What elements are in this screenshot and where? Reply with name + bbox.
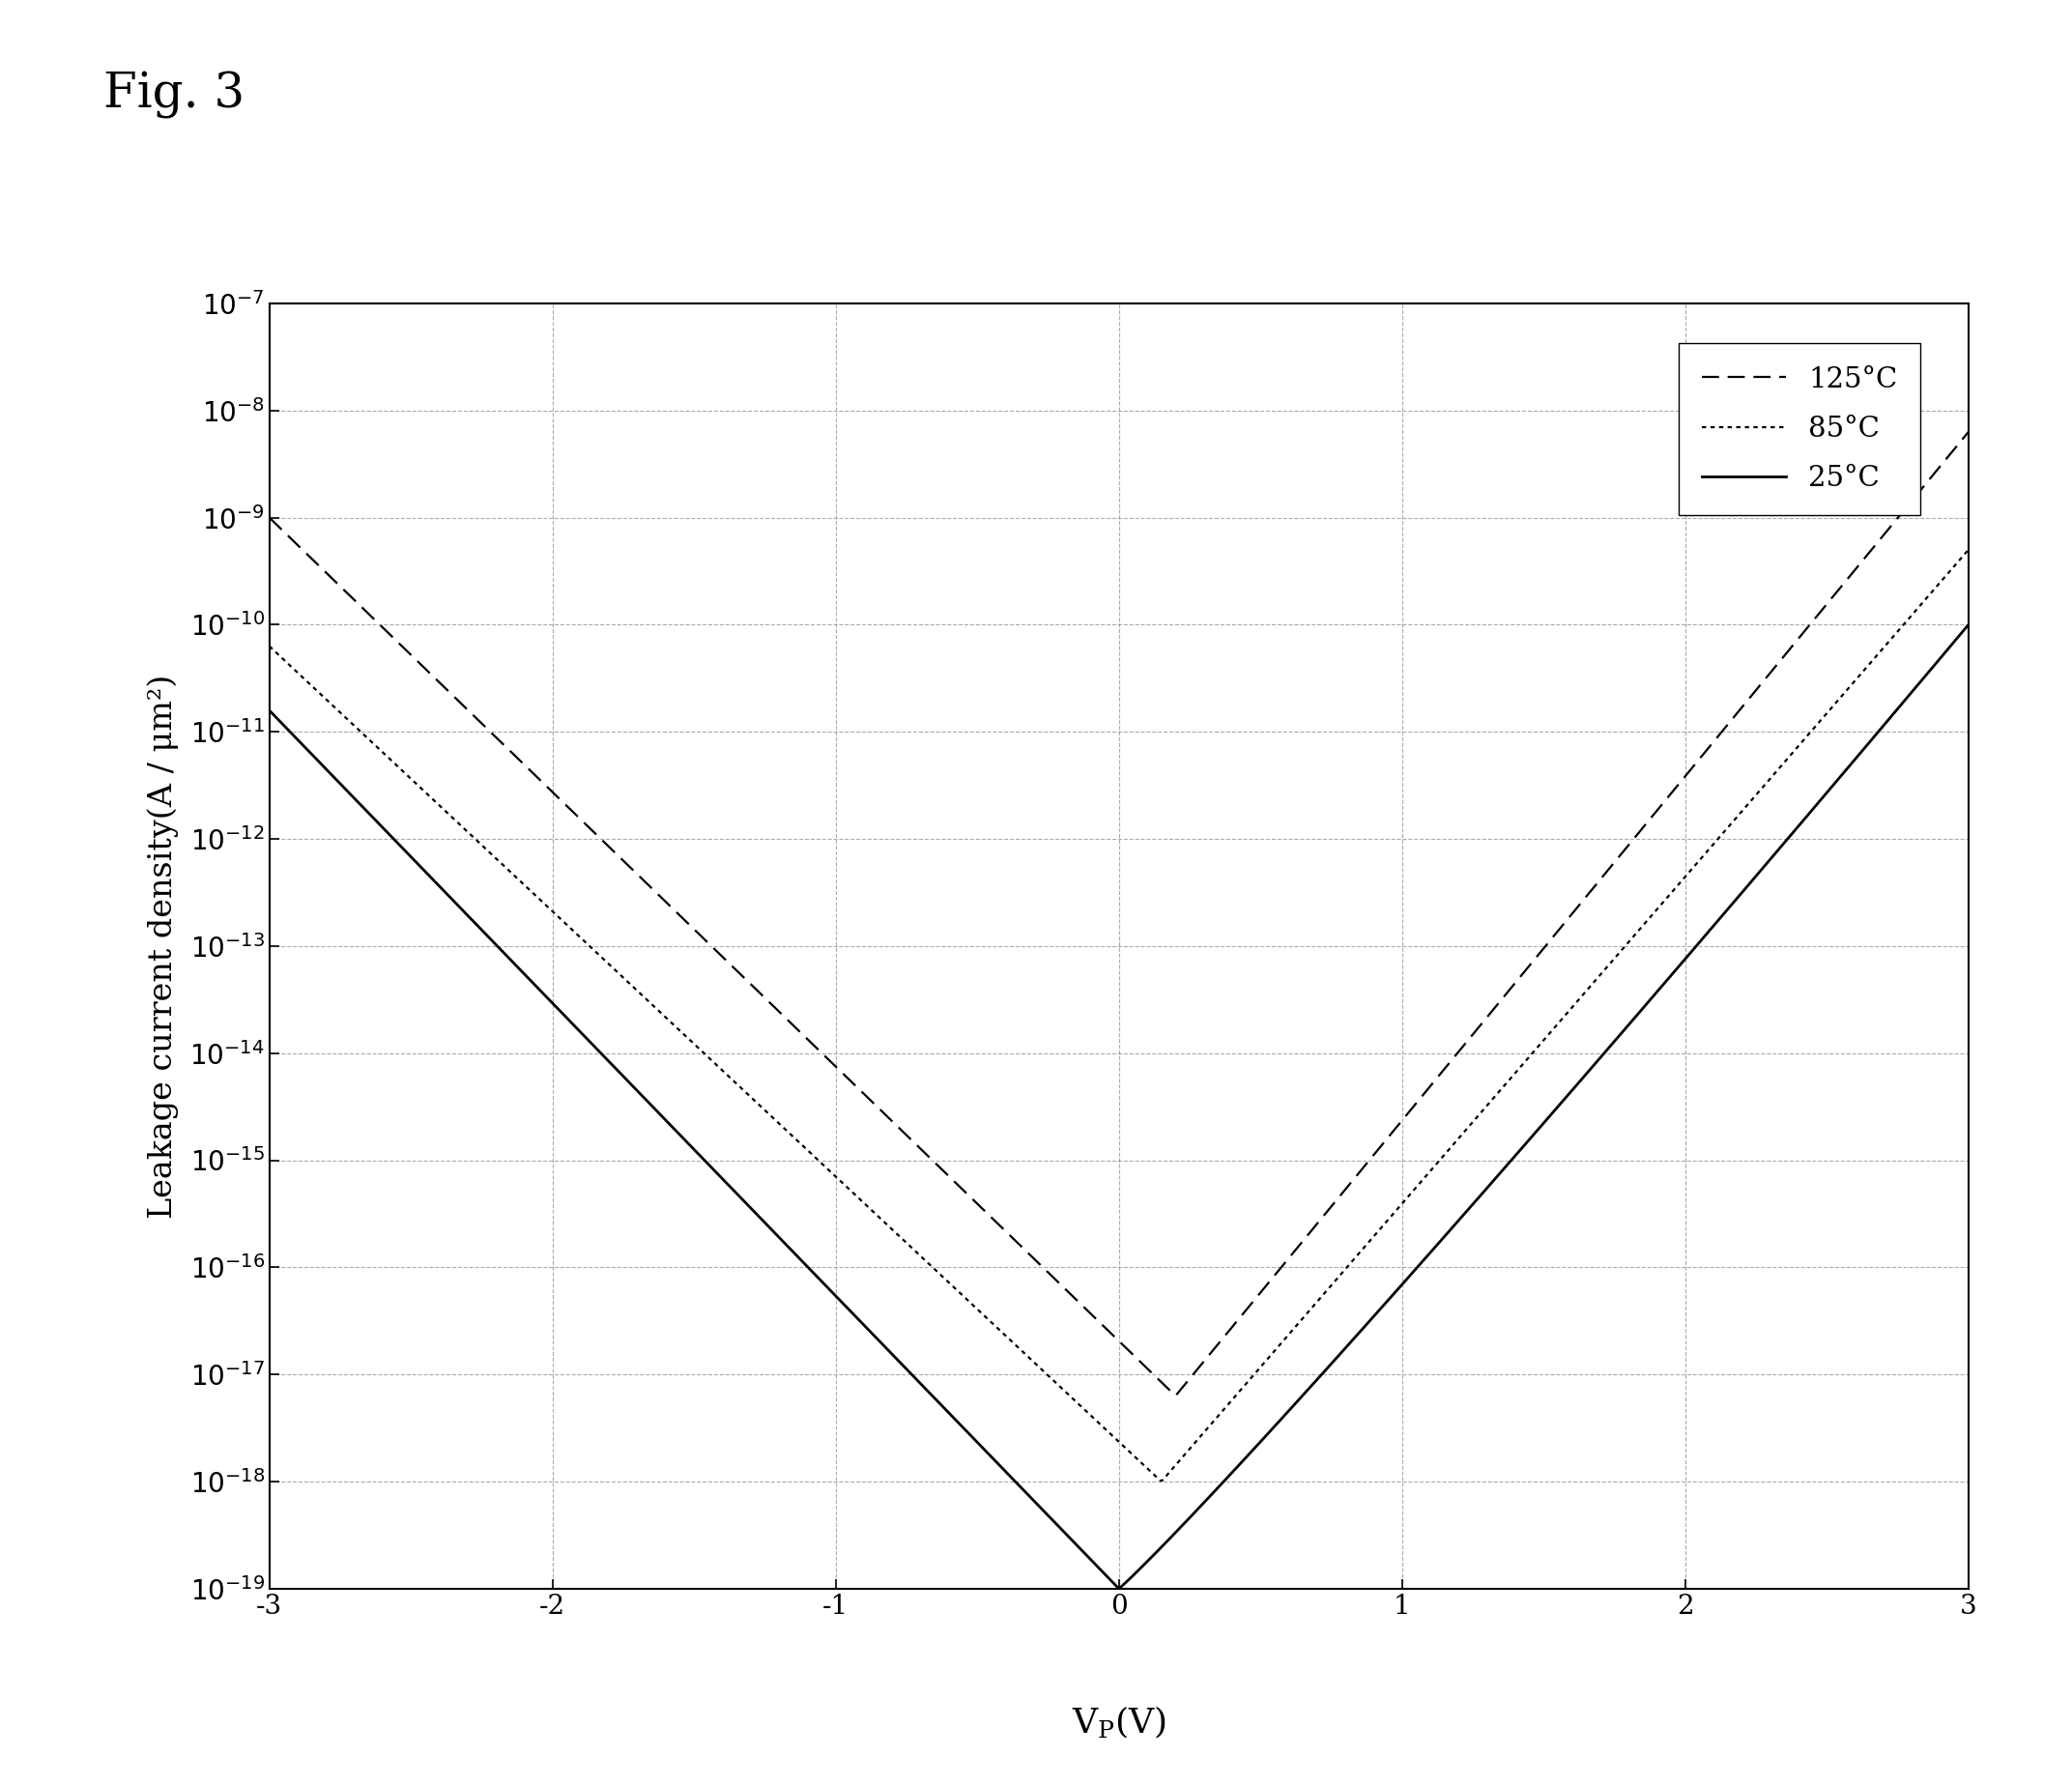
Text: Fig. 3: Fig. 3 — [104, 71, 244, 120]
Text: $\mathregular{V_P}$$\mathregular{(V)}$: $\mathregular{V_P}$$\mathregular{(V)}$ — [1071, 1705, 1167, 1740]
Legend: 125°C, 85°C, 25°C: 125°C, 85°C, 25°C — [1678, 343, 1921, 514]
Y-axis label: Leakage current density(A / μm²): Leakage current density(A / μm²) — [147, 675, 178, 1217]
